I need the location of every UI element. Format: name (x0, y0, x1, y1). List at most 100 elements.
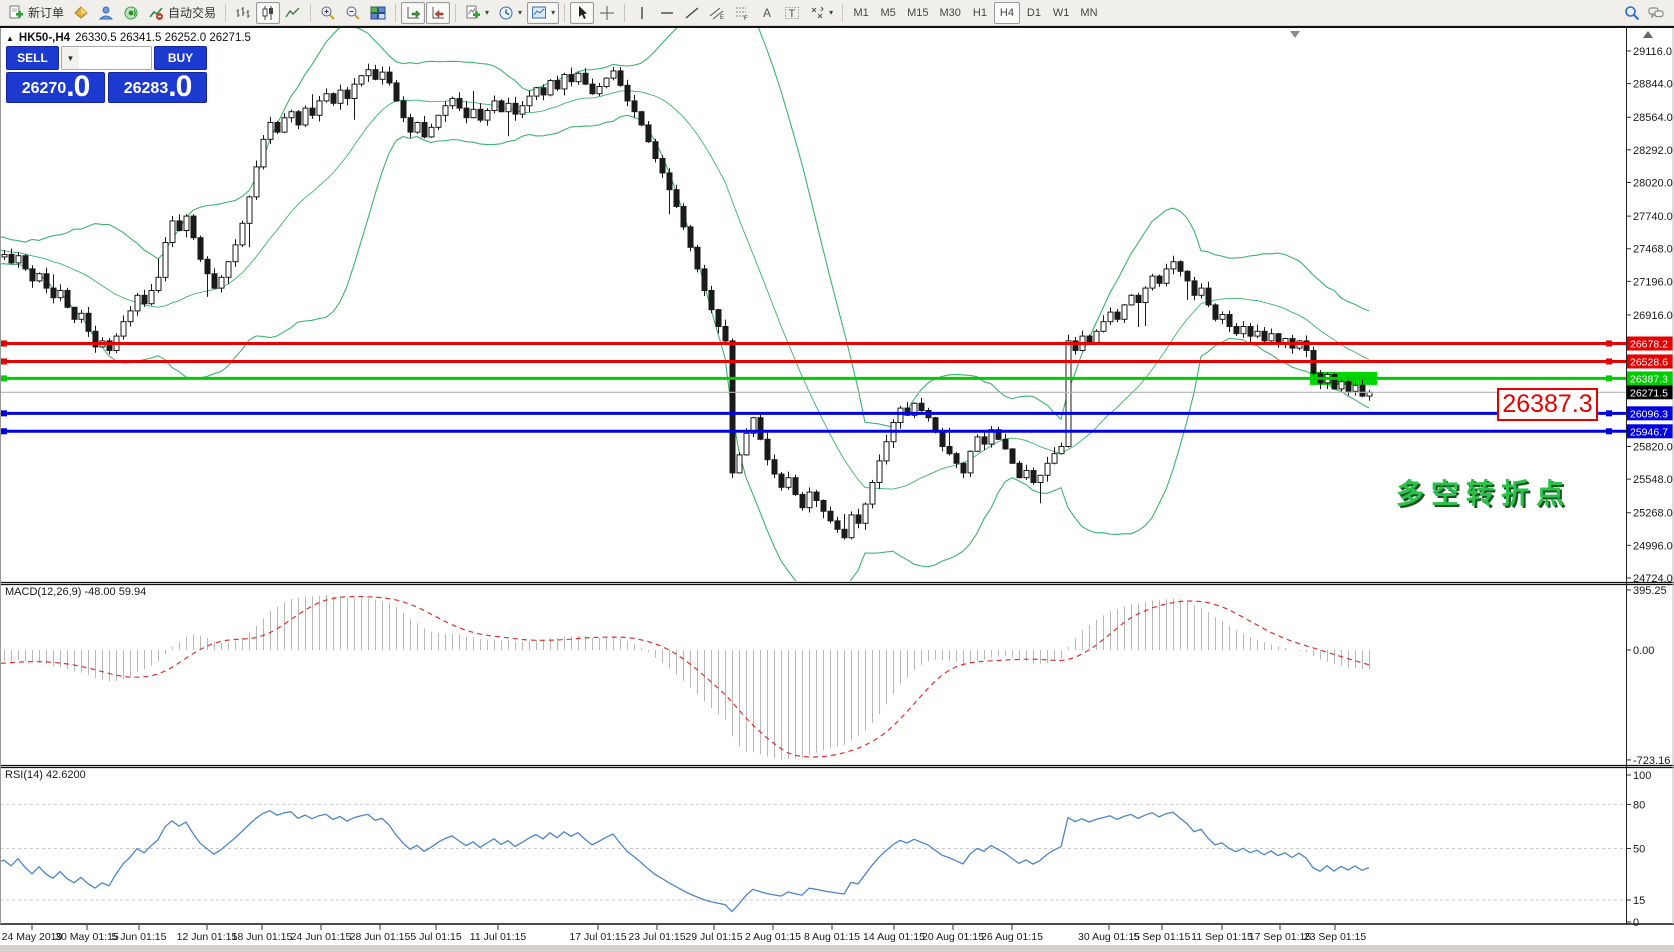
auto-trading-button[interactable]: 自动交易 (144, 2, 220, 24)
market-watch-icon (74, 5, 88, 19)
bar-chart-icon (236, 6, 250, 18)
ohlc-values: 26330.5 26341.5 26252.0 26271.5 (75, 32, 251, 44)
line-handle-right[interactable] (1606, 428, 1612, 435)
price-callout-box[interactable]: 26387.3 (1497, 388, 1598, 421)
timeframe-button-H1[interactable]: H1 (972, 6, 987, 19)
channel-icon: E (709, 7, 724, 21)
price-tag-text: 26678.2 (1630, 339, 1668, 351)
period-button[interactable]: ▾ (494, 2, 526, 24)
signal-button[interactable] (119, 2, 143, 24)
buy-price-display[interactable]: 26283 .0 (108, 72, 207, 103)
channel-tool[interactable]: E (705, 2, 729, 24)
market-watch-button[interactable] (69, 2, 93, 24)
line-handle-right[interactable] (1606, 410, 1612, 417)
line-handle-right[interactable] (1606, 375, 1612, 382)
macd-pane[interactable] (0, 594, 1370, 760)
buy-price-int: 26283 (123, 80, 169, 97)
rsi-pane[interactable] (0, 803, 1626, 913)
profile-button[interactable] (94, 2, 118, 24)
label-tool[interactable]: T (780, 2, 804, 24)
one-click-trading-panel: SELL ▼ ▲ BUY 26270 .0 26283 .0 (6, 46, 207, 103)
arrows-tool[interactable]: ▾ (805, 2, 837, 24)
chart-title: ▲ HK50-,H4 26330.5 26341.5 26252.0 26271… (6, 32, 251, 44)
timeframe-button-W1[interactable]: W1 (1052, 6, 1070, 19)
line-handle-right[interactable] (1606, 340, 1612, 347)
timeframe-button-MN[interactable]: MN (1080, 6, 1098, 19)
line-handle-right[interactable] (1606, 358, 1612, 365)
crosshair-icon (600, 5, 615, 20)
price-axis-label: 27740.0 (1633, 211, 1673, 223)
line-chart-button[interactable] (281, 2, 305, 24)
timeframe-button-M30[interactable]: M30 (939, 6, 961, 19)
fibonacci-icon: F (736, 7, 748, 21)
timeframe-button-M15[interactable]: M15 (907, 6, 929, 19)
candlestick-chart-button[interactable] (256, 1, 281, 24)
horizontal-line-tool[interactable] (655, 2, 679, 24)
crosshair-tool-button[interactable] (595, 2, 619, 24)
time-axis-label: 8 Aug 01:15 (804, 931, 860, 943)
chat-icon[interactable] (1648, 5, 1664, 21)
vertical-line-tool[interactable] (630, 2, 654, 24)
buy-button[interactable]: BUY (154, 46, 207, 70)
text-icon: A (763, 6, 771, 20)
volume-decrease-button[interactable]: ▼ (62, 47, 79, 69)
add-indicator-button[interactable]: ▾ (461, 2, 493, 24)
chart-shift-marker[interactable] (1290, 31, 1300, 38)
time-axis-label: 29 Jul 01:15 (685, 931, 742, 943)
line-handle-left[interactable] (1, 428, 7, 435)
line-handle-left[interactable] (1, 358, 7, 365)
price-axis-label: 28020.0 (1633, 178, 1673, 190)
line-chart-icon (285, 7, 300, 17)
chart-template-icon (532, 6, 547, 18)
time-axis-label: 26 Aug 01:15 (981, 931, 1043, 943)
sell-price-display[interactable]: 26270 .0 (6, 72, 105, 103)
volume-input[interactable] (79, 47, 151, 69)
time-axis-label: 24 Jun 01:15 (291, 931, 352, 943)
chart-template-button[interactable]: ▾ (527, 1, 560, 24)
toolbar-separator (624, 3, 626, 22)
line-handle-left[interactable] (1, 340, 7, 347)
timeframe-button-H4[interactable]: H4 (993, 1, 1020, 24)
fibonacci-tool[interactable]: F (730, 2, 754, 24)
cursor-tool-button[interactable] (570, 1, 595, 24)
collapse-icon[interactable]: ▲ (6, 33, 14, 43)
chart-window[interactable]: 29116.0 28844.0 28564.0 28292.0 28020.0 27740… (0, 26, 1674, 952)
bar-chart-button[interactable] (231, 2, 255, 24)
price-tag-text: 26387.3 (1630, 373, 1668, 385)
trendline-tool[interactable] (680, 2, 704, 24)
timeframe-button-M5[interactable]: M5 (880, 6, 896, 19)
line-handle-left[interactable] (1, 375, 7, 382)
time-axis-label: 5 Jun 01:15 (112, 931, 167, 943)
new-order-button[interactable]: 新订单 (4, 2, 68, 24)
sell-price-int: 26270 (21, 80, 67, 97)
chart-shift-button[interactable] (426, 1, 451, 24)
tile-windows-button[interactable] (366, 2, 390, 24)
auto-scroll-icon (407, 6, 421, 18)
text-tool[interactable]: A (755, 2, 779, 24)
chart-canvas[interactable]: 29116.0 28844.0 28564.0 28292.0 28020.0 27740… (0, 26, 1674, 952)
timeframe-button-M1[interactable]: M1 (853, 6, 869, 19)
toolbar-separator (395, 3, 397, 22)
timeframe-button-D1[interactable]: D1 (1026, 6, 1041, 19)
candlestick-chart-icon (262, 5, 274, 20)
dropdown-caret: ▾ (551, 8, 556, 17)
price-axis-label: 24724.0 (1633, 573, 1673, 585)
zoom-out-button[interactable] (341, 2, 365, 24)
search-icon[interactable] (1624, 5, 1640, 21)
zoom-in-icon (321, 6, 335, 20)
bollinger-middle (0, 90, 1370, 490)
sell-button[interactable]: SELL (6, 46, 59, 70)
time-axis-label: 14 Aug 01:15 (863, 931, 925, 943)
rsi-axis-label: 80 (1633, 799, 1645, 811)
time-axis-label: 28 Jun 01:15 (350, 931, 411, 943)
zoom-in-button[interactable] (316, 2, 340, 24)
price-axis-label: 25820.0 (1633, 441, 1673, 453)
rsi-axis-label: 15 (1633, 895, 1645, 907)
scroll-up-marker[interactable] (1643, 31, 1653, 38)
line-handle-left[interactable] (1, 410, 7, 417)
note-annotation[interactable]: 多空转折点 (1396, 478, 1572, 509)
auto-scroll-button[interactable] (401, 1, 426, 24)
time-axis-label: 18 Jun 01:15 (232, 931, 293, 943)
rsi-axis-label: 50 (1633, 844, 1645, 856)
